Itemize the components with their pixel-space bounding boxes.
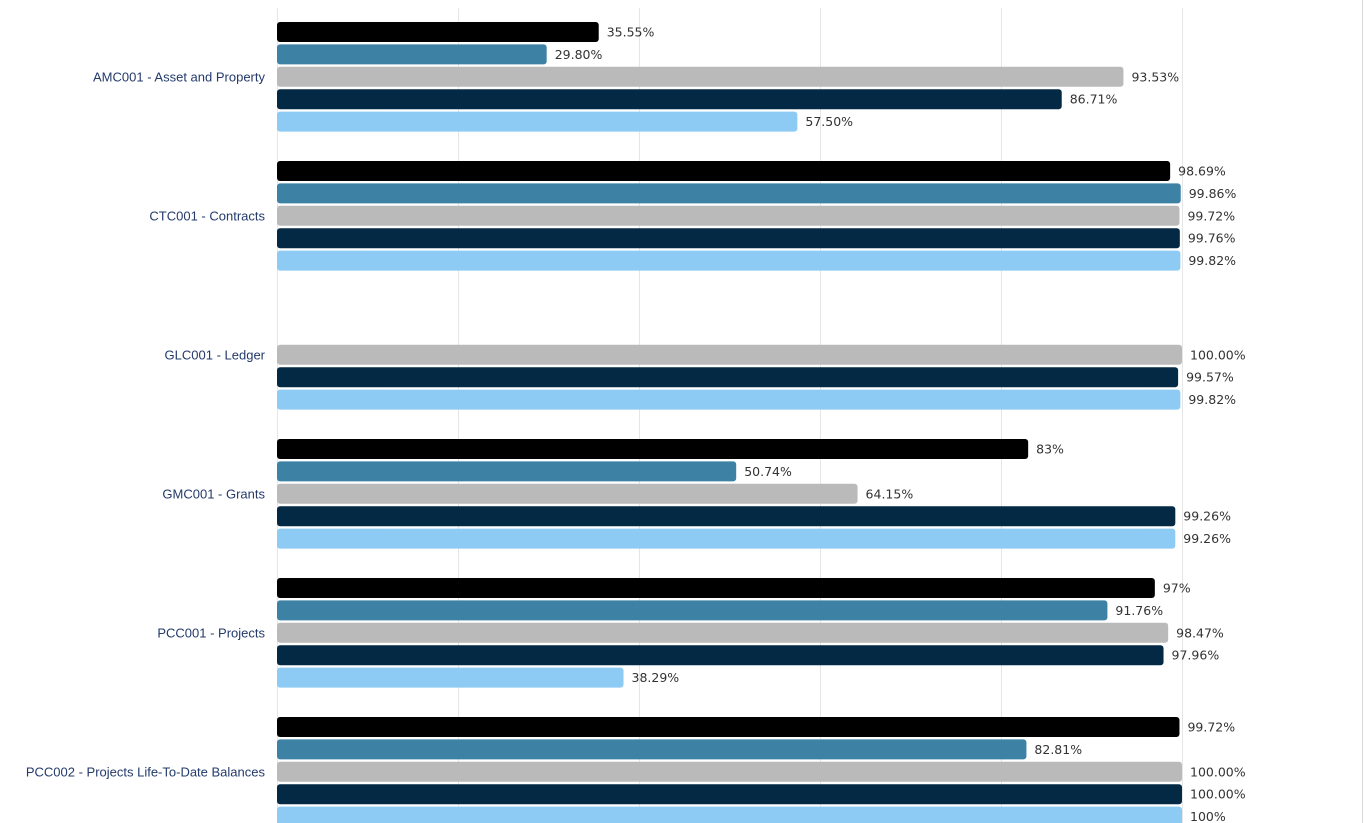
bar [277,461,737,482]
data-label: 82.81% [1034,742,1082,757]
data-label: 99.72% [1187,720,1235,735]
data-label: 100% [1190,809,1226,823]
data-label: 99.26% [1183,509,1231,524]
data-label: 99.76% [1188,231,1236,246]
data-label: 93.53% [1131,69,1179,84]
bar [277,228,1180,249]
data-label: 99.72% [1187,208,1235,223]
bar [277,806,1182,823]
value-labels: 35.55% 29.80% 93.53% 86.71% 57.50% 98.69% 99.8… [555,25,1246,823]
bar [277,183,1181,204]
data-label: 98.69% [1178,164,1226,179]
bar [277,645,1164,666]
data-label: 50.74% [744,464,792,479]
category-label: GMC001 - Grants [162,486,265,501]
data-label: 99.82% [1188,392,1236,407]
bar [277,483,858,504]
data-label: 99.57% [1186,370,1234,385]
bars [277,22,1182,823]
bar [277,761,1182,782]
bar [277,66,1124,87]
category-label: PCC001 - Projects [157,625,265,640]
data-label: 100.00% [1190,764,1246,779]
bar [277,528,1176,549]
category-label: GLC001 - Ledger [165,347,266,362]
data-label: 64.15% [866,486,914,501]
bar [277,22,599,42]
grid-lines [277,0,1363,823]
data-label: 100.00% [1190,347,1246,362]
bar [277,506,1176,527]
data-label: 35.55% [607,25,655,40]
bar [277,439,1029,459]
data-label: 91.76% [1115,603,1163,618]
category-labels: AMC001 - Asset and Property CTC001 - Cont… [26,69,266,779]
bar [277,205,1180,226]
data-label: 98.47% [1176,625,1224,640]
data-label: 99.82% [1188,253,1236,268]
bar [277,161,1171,181]
bar [277,667,624,688]
bar [277,784,1182,805]
bar [277,344,1182,365]
bar [277,367,1179,388]
bar [277,44,547,65]
bar [277,250,1181,271]
category-label: CTC001 - Contracts [149,208,265,223]
bar [277,89,1062,110]
bar [277,717,1180,737]
data-label: 83% [1036,442,1064,457]
data-label: 57.50% [805,114,853,129]
data-label: 86.71% [1070,92,1118,107]
bar [277,622,1169,643]
data-label: 97% [1163,581,1191,596]
bar [277,578,1155,598]
data-label: 97.96% [1172,648,1220,663]
bar [277,739,1027,760]
data-label: 29.80% [555,47,603,62]
bar [277,389,1181,410]
category-label: AMC001 - Asset and Property [93,69,265,84]
data-label: 99.86% [1189,186,1237,201]
data-label: 38.29% [632,670,680,685]
data-label: 100.00% [1190,787,1246,802]
bar [277,111,798,132]
category-label: PCC002 - Projects Life-To-Date Balances [26,764,266,779]
data-label: 99.26% [1183,531,1231,546]
bar [277,600,1108,621]
